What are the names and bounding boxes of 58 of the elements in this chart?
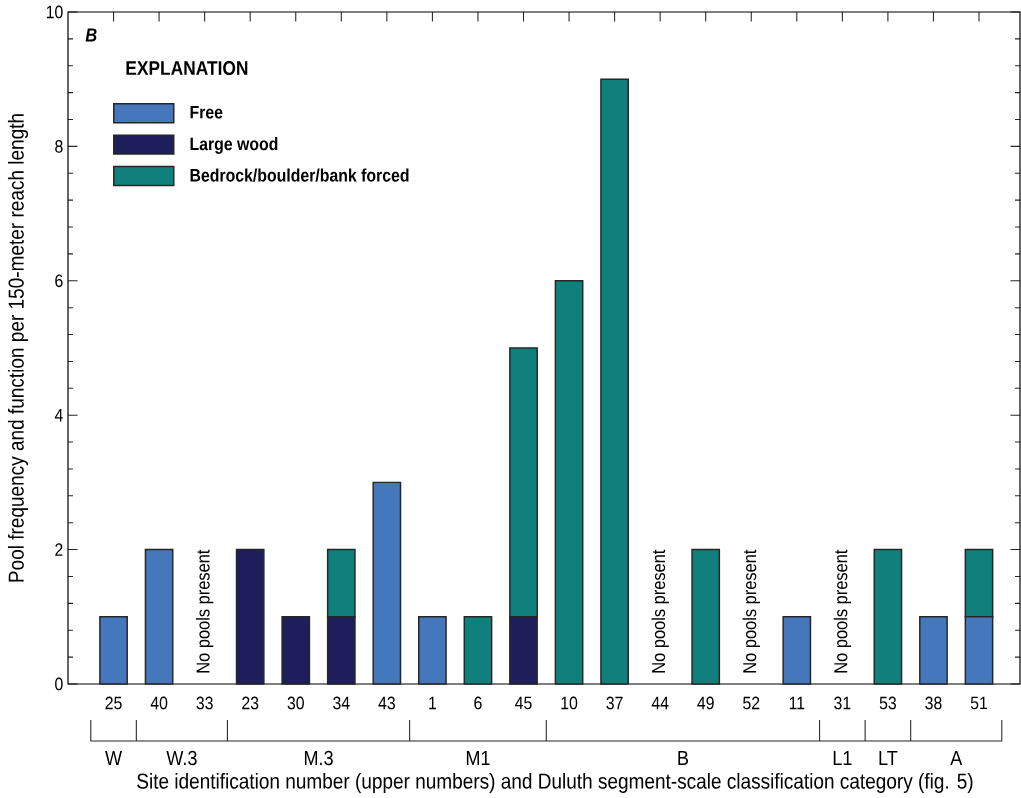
bar — [281, 616, 311, 685]
x-tick-label: 6 — [474, 696, 482, 710]
x-tick-label: 10 — [561, 696, 578, 710]
y-tick-label: 8 — [55, 140, 63, 153]
text: B — [85, 28, 97, 42]
y-axis-title: Pool frequency and function per 150-meter reach length — [7, 114, 29, 582]
x-tick-label: 33 — [196, 696, 213, 710]
x-tick-label: 45 — [515, 696, 532, 710]
x-tick-label: 34 — [333, 696, 350, 710]
bar — [873, 548, 903, 685]
bar — [372, 481, 402, 685]
y-tick-label: 0 — [55, 677, 63, 691]
bar — [463, 616, 493, 685]
legend-label: Bedrock/boulder/bank forced — [190, 168, 409, 182]
bar — [235, 548, 265, 685]
x-tick-label: 1 — [429, 696, 437, 710]
x-tick-label: 43 — [378, 696, 395, 710]
y-tick-label: 10 — [46, 5, 63, 19]
text: W.3 — [166, 750, 197, 766]
annotation: No pools present — [195, 549, 214, 673]
text: B — [678, 750, 689, 766]
text: M.3 — [304, 750, 333, 766]
x-tick-label: 49 — [697, 696, 714, 710]
y-tick-label: 6 — [55, 274, 63, 288]
legend-title: EXPLANATION — [126, 61, 248, 76]
x-tick-label: 31 — [834, 696, 851, 710]
x-tick-label: 53 — [879, 696, 897, 710]
x-tick-label: 44 — [651, 696, 669, 710]
x-tick-label: 25 — [105, 696, 122, 710]
x-tick-label: 30 — [287, 696, 304, 710]
annotation: No pools present — [651, 549, 669, 673]
legend-label: Large wood — [190, 137, 278, 154]
bar — [418, 616, 447, 685]
annotation: No pools present — [833, 549, 852, 673]
x-tick-label: 52 — [743, 696, 760, 710]
text: A — [950, 750, 963, 766]
x-tick-label: 40 — [150, 696, 168, 710]
bar — [144, 548, 174, 685]
text: LT — [879, 750, 898, 766]
bar — [782, 616, 812, 685]
legend-label: Free — [190, 105, 223, 119]
y-tick-label: 4 — [54, 409, 63, 422]
text: M1 — [466, 750, 490, 766]
bar — [554, 280, 584, 685]
y-tick-label: 2 — [55, 543, 63, 556]
x-axis-title: Site identification number (upper numbers) and Duluth segment-scale classification category (fig. 5) — [137, 772, 973, 794]
x-tick-label: 38 — [925, 696, 942, 710]
x-tick-label: 51 — [970, 696, 988, 710]
bar — [691, 548, 721, 685]
x-tick-label: 11 — [789, 696, 805, 710]
bar — [99, 616, 128, 685]
annotation: No pools present — [742, 549, 760, 673]
bar — [919, 616, 948, 685]
x-tick-label: 37 — [606, 696, 623, 710]
bar — [600, 78, 630, 685]
text: L1 — [833, 750, 852, 766]
x-tick-label: 23 — [242, 696, 259, 710]
text: W — [105, 750, 123, 766]
